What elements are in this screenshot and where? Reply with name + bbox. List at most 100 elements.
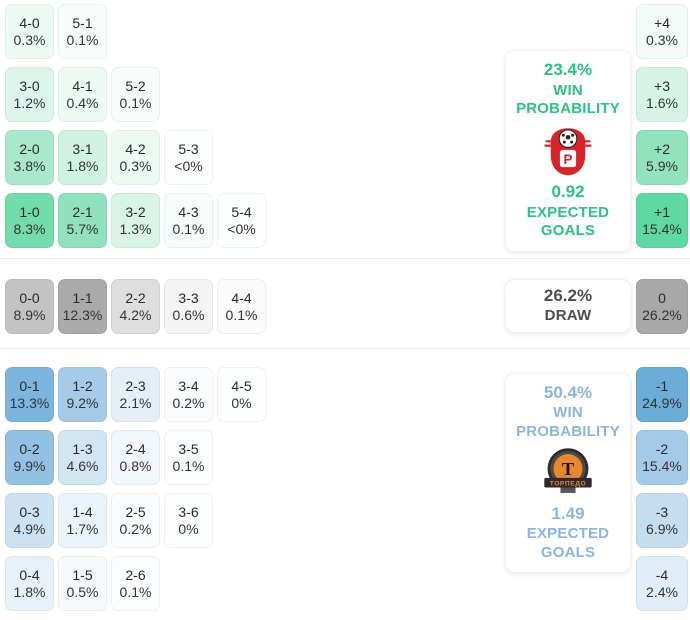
score-cell: 1-3 4.6% [58, 430, 107, 485]
cell-probability: 15.4% [642, 458, 682, 474]
cell-probability: 0.1% [172, 458, 205, 474]
cell-probability: 1.8% [13, 584, 46, 600]
cell-probability: 12.3% [62, 307, 103, 323]
cell-value: 0-0 [19, 290, 40, 306]
cell-value: 2-1 [72, 204, 93, 220]
cell-value: 1-4 [72, 504, 93, 520]
cell-value: 4-1 [72, 78, 93, 94]
cell-value: 4-2 [125, 141, 146, 157]
cell-probability: 8.3% [13, 221, 46, 237]
score-cell: 2-4 0.8% [111, 430, 160, 485]
cell-value: 2-6 [125, 567, 146, 583]
score-cell: 2-5 0.2% [111, 493, 160, 548]
cell-value: -1 [655, 378, 669, 394]
home-win-card: 23.4% WIN PROBABILITY P 0.92 EXPECTED GO… [505, 50, 631, 252]
cell-value: 1-1 [72, 290, 93, 306]
cell-value: 1-2 [72, 378, 93, 394]
draw-card: 26.2% DRAW [505, 279, 631, 333]
cell-probability: 9.9% [13, 458, 46, 474]
score-cell: 1-4 1.7% [58, 493, 107, 548]
home-expected-goals-label: EXPECTED GOALS [526, 203, 610, 240]
cell-value: 4-3 [178, 204, 199, 220]
cell-value: 5-1 [72, 15, 93, 31]
score-cell: 3-6 0% [164, 493, 213, 548]
cell-probability: 0.2% [172, 395, 205, 411]
cell-value: 5-2 [125, 78, 146, 94]
cell-probability: <0% [227, 221, 256, 237]
cell-probability: 6.9% [646, 521, 678, 537]
score-row: 0-4 1.8% 1-5 0.5% 2-6 0.1% [5, 556, 266, 611]
cell-probability: 0.4% [66, 95, 99, 111]
score-row: 2-0 3.8% 3-1 1.8% 4-2 0.3% 5-3 <0% [5, 130, 266, 185]
score-cell: 4-4 0.1% [217, 279, 266, 334]
cell-value: -4 [655, 567, 669, 583]
score-cell: 1-1 12.3% [58, 279, 107, 334]
cell-value: +3 [654, 78, 670, 94]
cell-probability: 1.8% [66, 158, 99, 174]
home-goal-diff-column: +4 0.3% +3 1.6% +2 5.9% +1 15.4% [636, 4, 688, 248]
cell-value: 2-5 [125, 504, 146, 520]
goal-diff-cell: +4 0.3% [636, 4, 688, 59]
score-cell: 5-2 0.1% [111, 67, 160, 122]
home-team-initial: P [564, 152, 573, 167]
cell-value: -3 [655, 504, 669, 520]
cell-probability: 0.1% [225, 307, 258, 323]
cell-probability: 5.7% [66, 221, 99, 237]
away-expected-goals-label: EXPECTED GOALS [526, 525, 610, 561]
goal-diff-cell: 0 26.2% [636, 279, 688, 334]
away-team-name: ТОРПЕДО [550, 480, 586, 487]
cell-probability: 2.1% [119, 395, 152, 411]
cell-probability: 0% [178, 521, 199, 537]
cell-probability: 0.6% [172, 307, 205, 323]
cell-value: 3-0 [19, 78, 40, 94]
cell-value: +4 [654, 15, 670, 31]
cell-probability: 24.9% [642, 395, 682, 411]
cell-probability: 4.2% [119, 307, 152, 323]
score-row: 4-0 0.3% 5-1 0.1% [5, 4, 266, 59]
draw-score-grid: 0-0 8.9% 1-1 12.3% 2-2 4.2% 3-3 0.6% 4-4 0.1% [5, 279, 266, 334]
section-divider [0, 258, 690, 259]
away-team-crest-icon: T ТОРПЕДО [544, 448, 592, 493]
score-row: 0-0 8.9% 1-1 12.3% 2-2 4.2% 3-3 0.6% 4-4 0.1% [5, 279, 266, 334]
score-cell: 1-0 8.3% [5, 193, 54, 248]
away-goal-diff-column: -1 24.9% -2 15.4% -3 6.9% -4 2.4% [636, 367, 688, 611]
cell-probability: 3.8% [13, 158, 46, 174]
cell-probability: 0.1% [172, 221, 205, 237]
score-row: 1-0 8.3% 2-1 5.7% 3-2 1.3% 4-3 0.1% 5-4 <0% [5, 193, 266, 248]
score-cell: 4-3 0.1% [164, 193, 213, 248]
away-win-probability-value: 50.4% [543, 382, 593, 402]
cell-probability: 5.9% [646, 158, 678, 174]
cell-value: 0-2 [19, 441, 40, 457]
score-cell: 3-0 1.2% [5, 67, 54, 122]
cell-value: 0-3 [19, 504, 40, 520]
cell-value: 2-0 [19, 141, 40, 157]
goal-diff-cell: +3 1.6% [636, 67, 688, 122]
cell-probability: 4.6% [66, 458, 99, 474]
draw-goal-diff-column: 0 26.2% [636, 279, 688, 334]
draw-label: DRAW [544, 306, 592, 324]
cell-probability: 0.1% [66, 32, 99, 48]
cell-value: 3-5 [178, 441, 199, 457]
score-cell: 1-2 9.2% [58, 367, 107, 422]
score-cell: 0-2 9.9% [5, 430, 54, 485]
cell-value: 3-1 [72, 141, 93, 157]
cell-probability: 0.3% [119, 158, 152, 174]
cell-probability: 0.1% [119, 95, 152, 111]
cell-value: 1-5 [72, 567, 93, 583]
goal-diff-cell: -3 6.9% [636, 493, 688, 548]
score-cell: 2-1 5.7% [58, 193, 107, 248]
score-cell: 0-0 8.9% [5, 279, 54, 334]
section-divider [0, 348, 690, 349]
away-win-card: 50.4% WIN PROBABILITY T ТОРПЕДО 1.49 EXP… [505, 373, 631, 573]
score-row: 0-1 13.3% 1-2 9.2% 2-3 2.1% 3-4 0.2% 4-5 0% [5, 367, 266, 422]
cell-probability: 1.6% [646, 95, 678, 111]
away-win-score-grid: 0-1 13.3% 1-2 9.2% 2-3 2.1% 3-4 0.2% 4-5 0% 0-2 9.9… [5, 367, 266, 611]
away-team-initial: T [562, 459, 574, 479]
away-expected-goals-value: 1.49 [551, 503, 585, 523]
score-cell: 5-3 <0% [164, 130, 213, 185]
cell-probability: 1.2% [13, 95, 46, 111]
home-team-crest-icon: P [544, 128, 592, 176]
cell-value: 4-0 [19, 15, 40, 31]
away-win-probability-label: WIN PROBABILITY [516, 404, 620, 440]
cell-value: 3-2 [125, 204, 146, 220]
